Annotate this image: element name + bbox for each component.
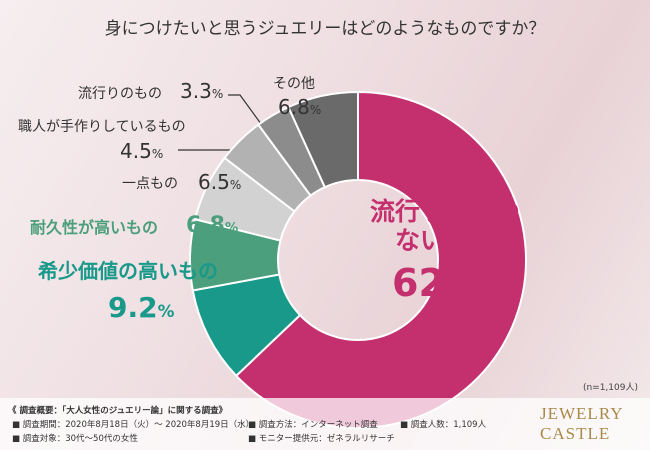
- logo-text: CASTLE: [540, 424, 611, 443]
- value-label: 62.9%: [392, 261, 509, 305]
- slice-label: 耐久性が高いもの: [30, 218, 159, 237]
- value-label: 4.5%: [120, 139, 164, 163]
- slice-label: 一点もの: [122, 176, 178, 192]
- leader-line: [228, 94, 265, 129]
- slice-label: 職人が手作りしているもの: [18, 119, 186, 135]
- value-label: 3.3%: [180, 79, 224, 103]
- footer-item: ■ 調査対象：30代～50代の女性: [12, 434, 138, 444]
- logo-text: JEWELRY: [540, 404, 624, 423]
- sample-note: (n=1,109人): [582, 383, 638, 393]
- chart-title: 身につけたいと思うジュエリーはどのようなものですか？: [104, 19, 546, 39]
- footer-item: ■ 調査期間：2020年8月18日（火）～ 2020年8月19日（水）: [12, 420, 255, 430]
- slice-label: 流行り廃りのないもの: [370, 197, 521, 255]
- footer-band: [0, 398, 650, 450]
- value-label: 6.8%: [278, 95, 322, 119]
- footer-item: ■ モニター提供元：ゼネラルリサーチ: [248, 434, 395, 444]
- value-label: 6.5%: [198, 170, 242, 194]
- value-label: 6.8%: [186, 213, 239, 238]
- slice-label: その他: [273, 76, 315, 92]
- slice-label: 希少価値の高いもの: [38, 259, 218, 283]
- value-label: 9.2%: [108, 291, 175, 324]
- pie-slice: [287, 90, 359, 189]
- footer-item: ■ 調査人数：1,109人: [400, 420, 487, 430]
- slice-label: 流行りのもの: [78, 86, 162, 102]
- footer-heading: 《 調査概要：「大人女性のジュエリー論」に関する調査》: [8, 406, 228, 416]
- footer-item: ■ 調査方法：インターネット調査: [248, 420, 378, 430]
